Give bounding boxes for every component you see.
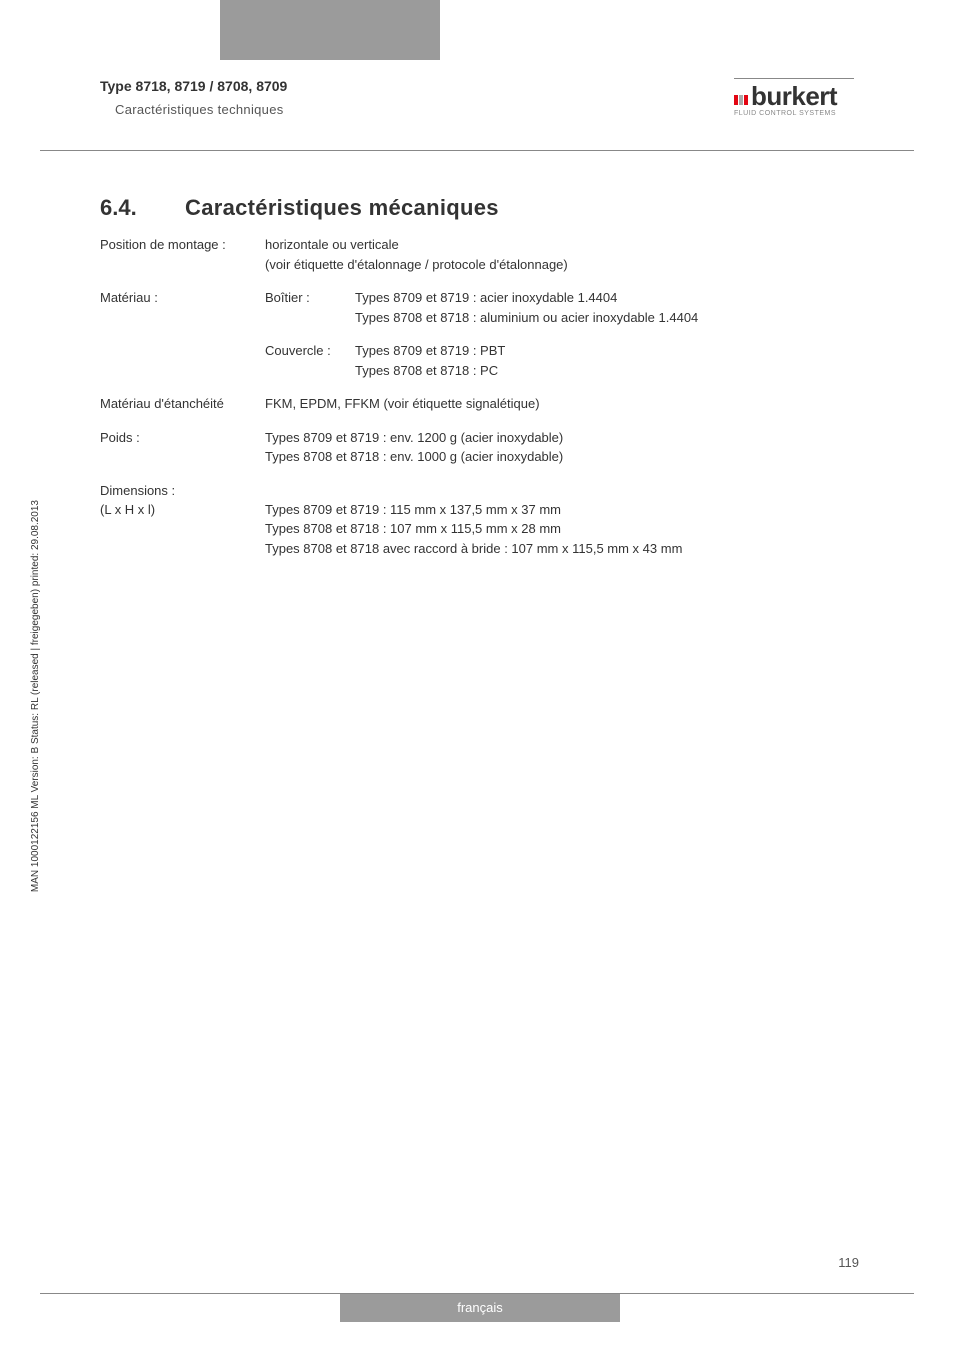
label-poids: Poids : <box>100 428 265 467</box>
val-etancheite: FKM, EPDM, FFKM (voir étiquette signalét… <box>265 394 874 414</box>
val-dimensions-1: Types 8709 et 8719 : 115 mm x 137,5 mm x… <box>265 500 874 520</box>
row-position: Position de montage : horizontale ou ver… <box>100 235 874 274</box>
logo-bars-icon <box>734 81 749 112</box>
row-materiau-couvercle: Couvercle : Types 8709 et 8719 : PBT Typ… <box>100 341 874 380</box>
val-poids-2: Types 8708 et 8718 : env. 1000 g (acier … <box>265 447 874 467</box>
side-text-content: MAN 1000122156 ML Version: B Status: RL … <box>30 500 41 892</box>
section-title: Caractéristiques mécaniques <box>185 195 499 221</box>
content-area: Position de montage : horizontale ou ver… <box>100 235 874 572</box>
top-gray-block <box>220 0 440 60</box>
logo-word: burkert <box>751 81 837 111</box>
val-position-2: (voir étiquette d'étalonnage / protocole… <box>265 255 874 275</box>
label-materiau: Matériau : <box>100 288 265 327</box>
val-dimensions-2: Types 8708 et 8718 : 107 mm x 115,5 mm x… <box>265 519 874 539</box>
label-materiau-empty <box>100 341 265 380</box>
val-boitier-1: Types 8709 et 8719 : acier inoxydable 1.… <box>355 288 874 308</box>
row-materiau-boitier: Matériau : Boîtier : Types 8709 et 8719 … <box>100 288 874 327</box>
page-number: 119 <box>838 1255 859 1270</box>
logo: burkert FLUID CONTROL SYSTEMS <box>734 78 854 117</box>
val-poids-1: Types 8709 et 8719 : env. 1200 g (acier … <box>265 428 874 448</box>
logo-subtext: FLUID CONTROL SYSTEMS <box>734 110 854 117</box>
row-poids: Poids : Types 8709 et 8719 : env. 1200 g… <box>100 428 874 467</box>
logo-topline <box>734 78 854 79</box>
row-dimensions: Dimensions : (L x H x l) Types 8709 et 8… <box>100 481 874 559</box>
val-position: horizontale ou verticale (voir étiquette… <box>265 235 874 274</box>
logo-text: burkert <box>734 81 854 112</box>
label-etancheite: Matériau d'étanchéité <box>100 394 265 414</box>
label-boitier: Boîtier : <box>265 288 355 327</box>
footer-language: français <box>340 1294 620 1322</box>
row-etancheite: Matériau d'étanchéité FKM, EPDM, FFKM (v… <box>100 394 874 414</box>
val-couvercle-2: Types 8708 et 8718 : PC <box>355 361 874 381</box>
val-poids: Types 8709 et 8719 : env. 1200 g (acier … <box>265 428 874 467</box>
side-text: MAN 1000122156 ML Version: B Status: RL … <box>30 108 41 500</box>
label-dimensions-2: (L x H x l) <box>100 500 265 520</box>
val-dimensions: Types 8709 et 8719 : 115 mm x 137,5 mm x… <box>265 481 874 559</box>
label-dimensions-1: Dimensions : <box>100 481 265 501</box>
label-dimensions: Dimensions : (L x H x l) <box>100 481 265 559</box>
label-couvercle: Couvercle : <box>265 341 355 380</box>
val-dimensions-3: Types 8708 et 8718 avec raccord à bride … <box>265 539 874 559</box>
val-position-1: horizontale ou verticale <box>265 235 874 255</box>
dimensions-spacer <box>265 481 874 500</box>
val-boitier: Types 8709 et 8719 : acier inoxydable 1.… <box>355 288 874 327</box>
label-position: Position de montage : <box>100 235 265 274</box>
val-couvercle: Types 8709 et 8719 : PBT Types 8708 et 8… <box>355 341 874 380</box>
val-couvercle-1: Types 8709 et 8719 : PBT <box>355 341 874 361</box>
section-number: 6.4. <box>100 195 137 221</box>
val-boitier-2: Types 8708 et 8718 : aluminium ou acier … <box>355 308 874 328</box>
divider-top <box>40 150 914 151</box>
